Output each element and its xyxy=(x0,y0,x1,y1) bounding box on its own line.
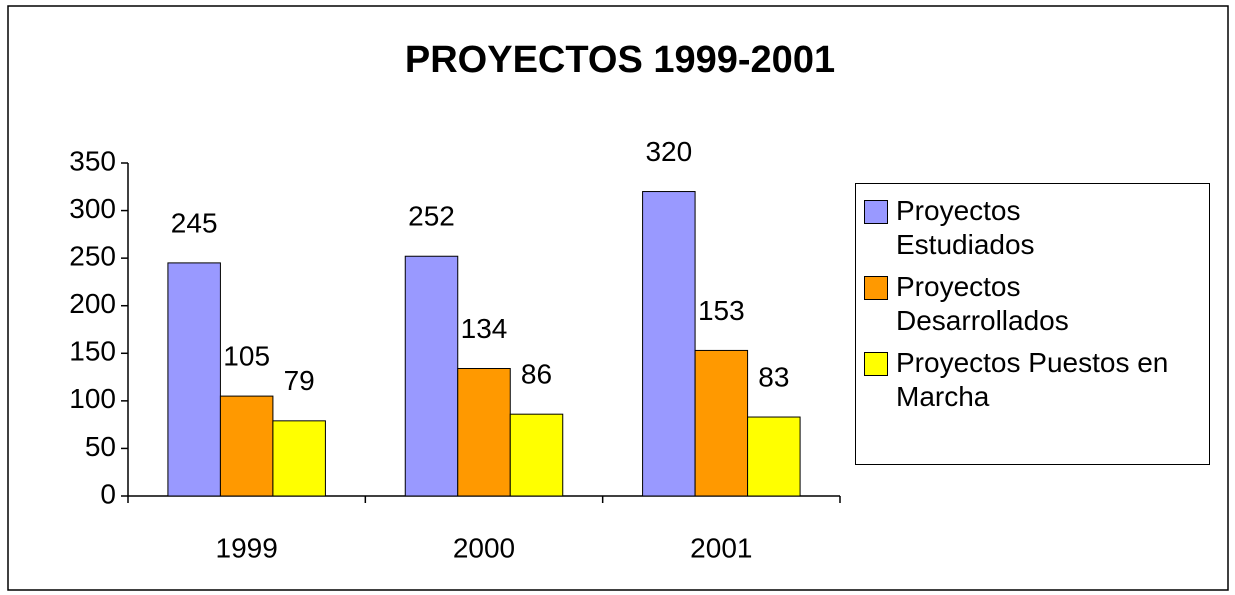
x-tick-label: 1999 xyxy=(216,532,278,563)
legend-label: Proyectos Desarrollados xyxy=(896,271,1069,336)
bar xyxy=(404,255,459,497)
y-tick-label: 300 xyxy=(69,193,116,224)
bar xyxy=(167,262,221,497)
bar xyxy=(694,349,749,497)
data-label: 79 xyxy=(284,365,315,396)
data-label: 105 xyxy=(223,340,270,371)
data-label: 153 xyxy=(698,295,745,326)
x-tick-label: 2000 xyxy=(453,532,515,563)
legend: Proyectos Estudiados Proyectos Desarrolla… xyxy=(855,183,1210,465)
y-tick-label: 250 xyxy=(69,241,116,272)
y-tick-label: 100 xyxy=(69,383,116,414)
y-tick-label: 50 xyxy=(85,431,116,462)
data-label: 83 xyxy=(758,361,789,392)
data-label: 320 xyxy=(645,136,692,167)
data-label: 86 xyxy=(521,359,552,390)
legend-item: Proyectos Desarrollados xyxy=(864,270,1203,338)
bar xyxy=(642,191,696,497)
legend-label: Proyectos Estudiados xyxy=(896,195,1035,260)
legend-item: Proyectos Estudiados xyxy=(864,194,1203,262)
legend-label: Proyectos Puestos en Marcha xyxy=(896,347,1169,412)
y-tick-label: 200 xyxy=(69,288,116,319)
data-label: 252 xyxy=(408,201,455,232)
bar xyxy=(272,420,326,497)
bar xyxy=(457,368,511,497)
y-tick-label: 0 xyxy=(100,478,116,509)
bar xyxy=(219,395,274,497)
bar xyxy=(747,416,801,497)
legend-swatch xyxy=(864,200,888,224)
bar xyxy=(509,413,564,497)
y-tick-label: 150 xyxy=(69,336,116,367)
y-tick-label: 350 xyxy=(69,145,116,176)
legend-swatch xyxy=(864,276,888,300)
chart-title: PROYECTOS 1999-2001 xyxy=(405,39,835,81)
legend-item: Proyectos Puestos en Marcha xyxy=(864,346,1203,414)
data-label: 134 xyxy=(461,313,508,344)
legend-swatch xyxy=(864,352,888,376)
data-label: 245 xyxy=(171,207,218,238)
x-tick-label: 2001 xyxy=(690,532,752,563)
